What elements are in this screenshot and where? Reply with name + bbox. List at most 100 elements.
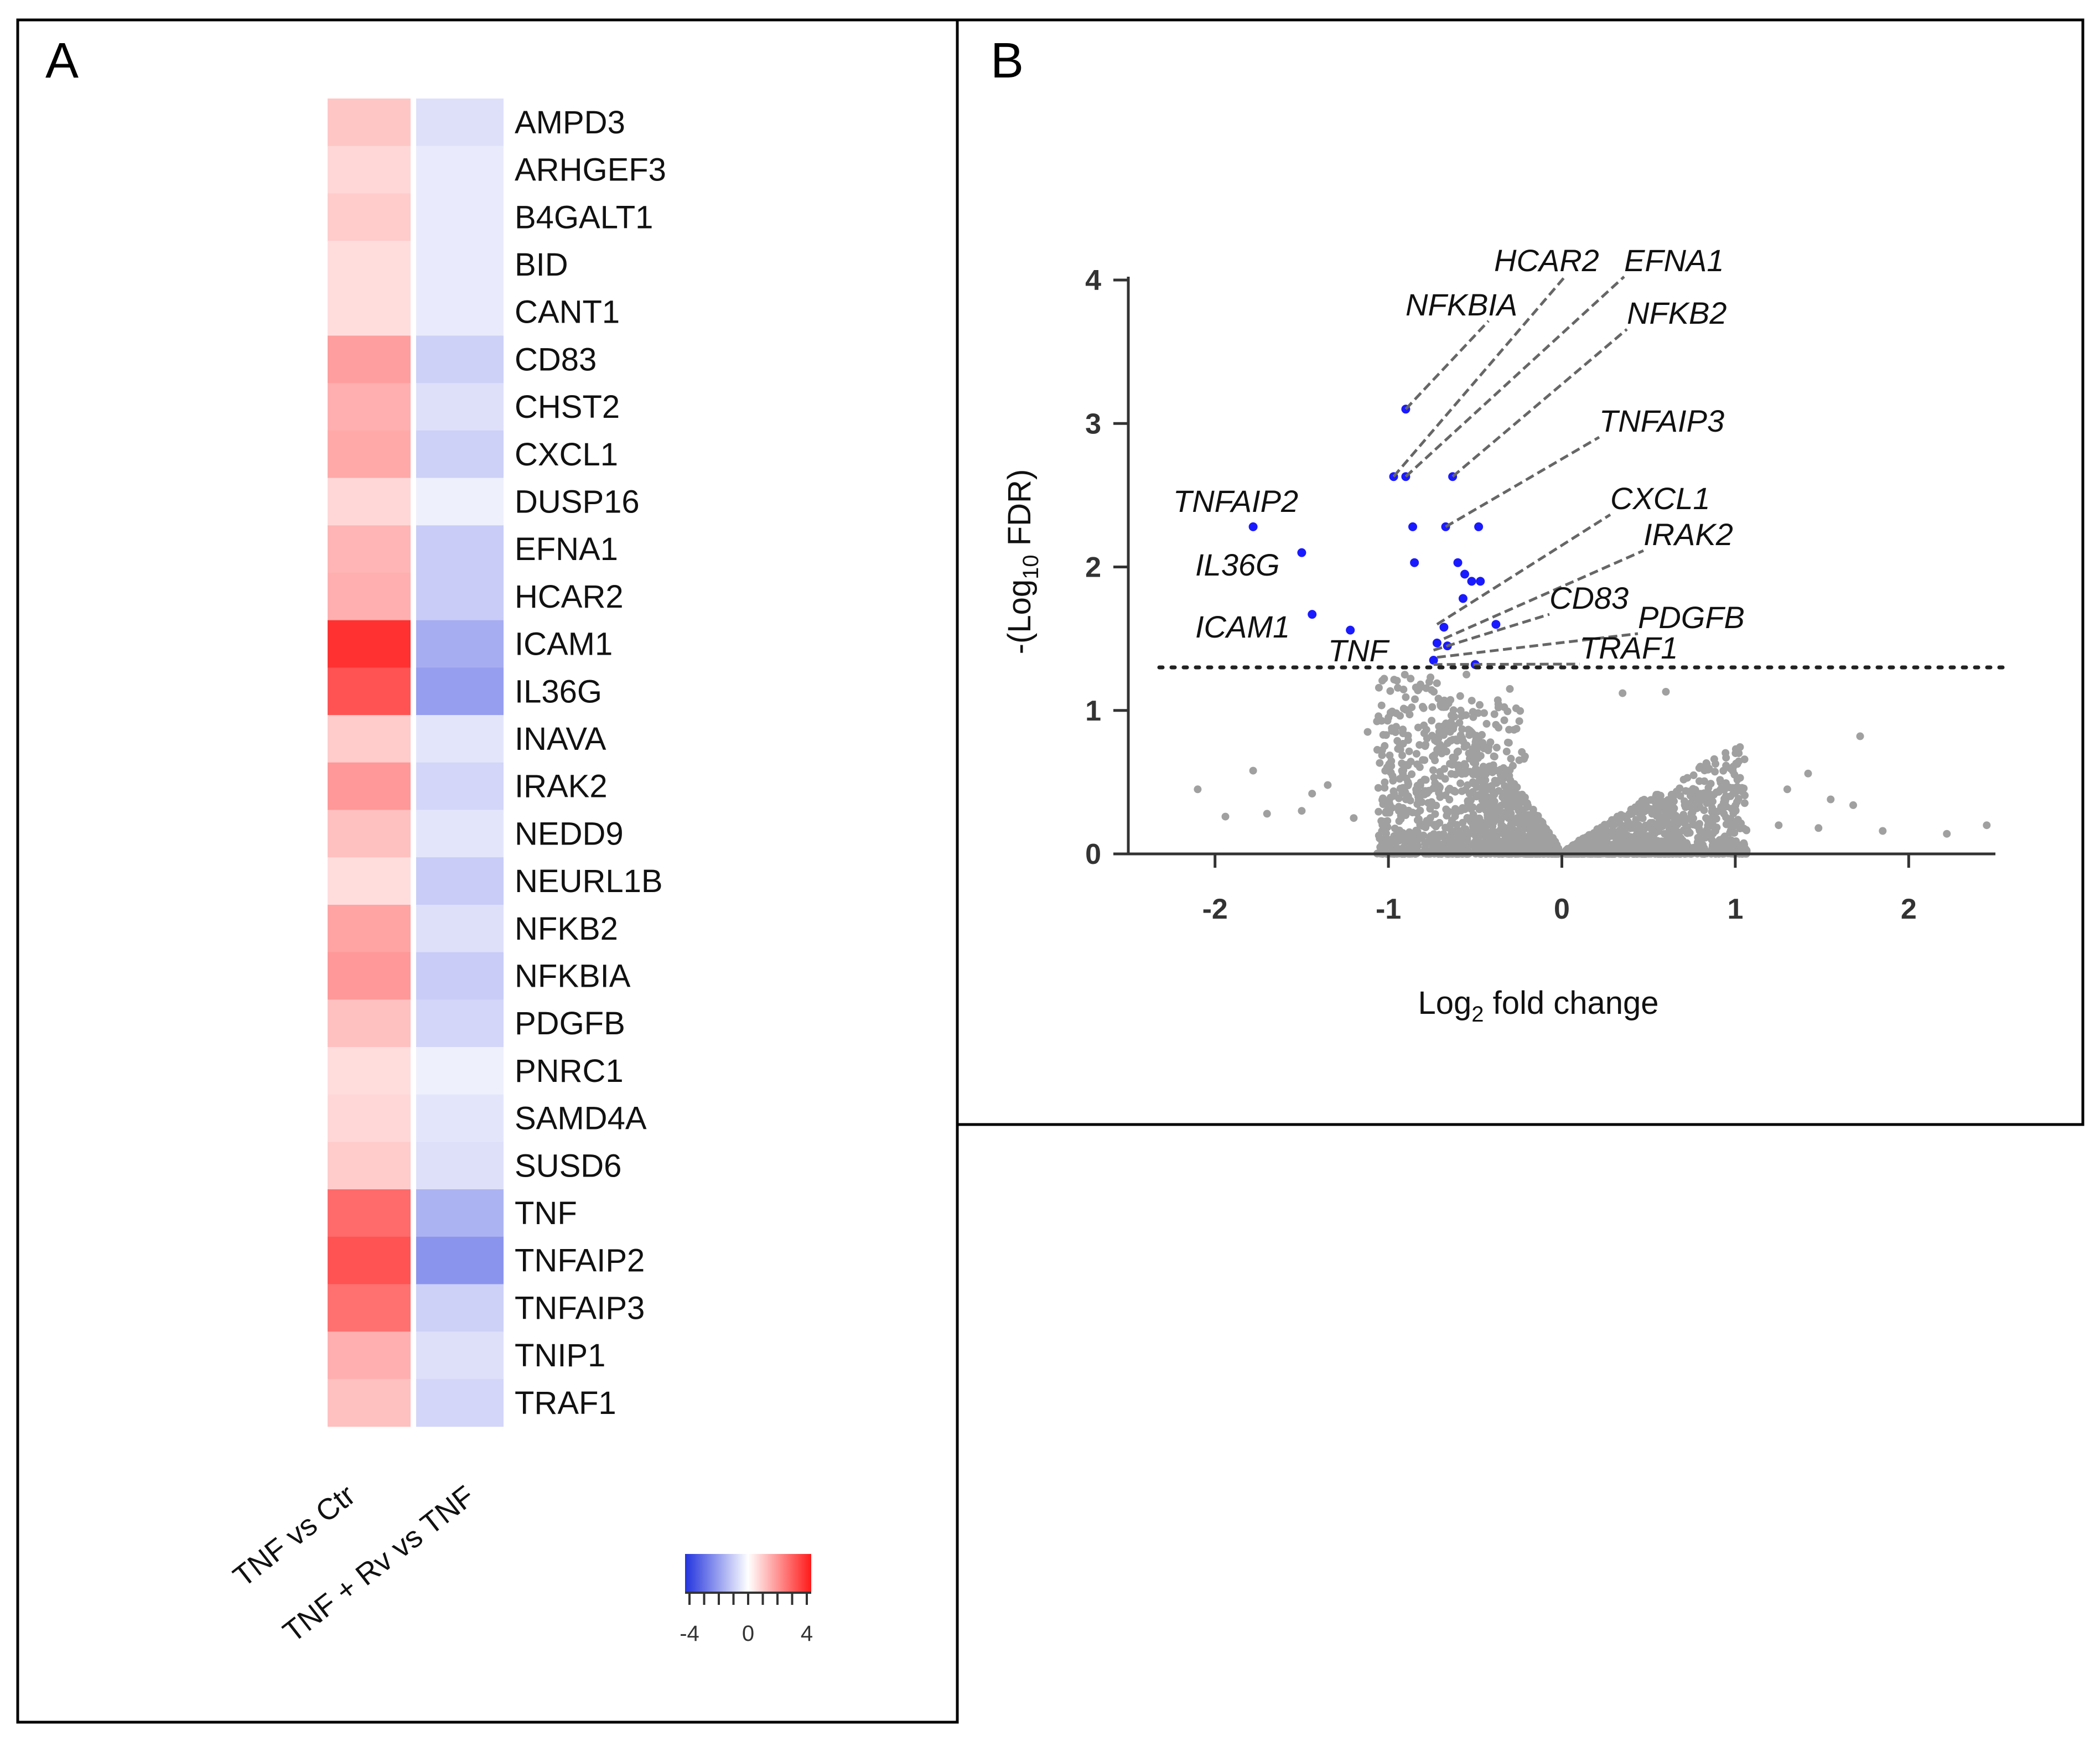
background-point [1686,815,1694,823]
heatmap-cell-tnfaip2-col1 [328,1236,411,1285]
gene-label-nfkbia: NFKBIA [515,958,631,994]
background-point [1461,761,1469,770]
background-point [1720,841,1728,849]
background-point [1394,683,1402,692]
background-point [1814,824,1823,832]
background-point [1511,818,1520,827]
background-point [1388,772,1397,780]
background-point [1379,794,1387,802]
background-point [1412,750,1420,758]
heatmap-cell-tnf-col2 [416,1189,504,1237]
gene-label-dusp16: DUSP16 [515,484,640,520]
background-point [1722,779,1730,787]
background-point [1620,833,1628,841]
background-point [1419,756,1427,764]
gene-label-susd6: SUSD6 [515,1148,621,1184]
background-point [1511,788,1518,796]
background-point [1448,816,1456,825]
background-point [1437,701,1445,709]
colorbar-tick-label-mid: 0 [742,1621,754,1646]
significant-point [1408,522,1417,531]
gene-label-hcar2: HCAR2 [515,579,624,615]
heatmap-cell-ampd3-col1 [328,99,411,147]
background-point [1700,806,1708,815]
background-point [1720,832,1729,841]
background-point [1393,845,1402,853]
heatmap-cell-neurl1b-col2 [416,857,504,905]
leader-line-nfkbia [1404,320,1490,411]
background-point [1486,784,1494,792]
y-tick-label: 0 [1085,838,1101,870]
background-point [1510,780,1518,788]
significant-point [1460,569,1469,579]
background-point [1507,754,1515,763]
background-point [1700,777,1708,785]
heatmap-cell-cant1-col1 [328,288,411,336]
gene-label-tnip1: TNIP1 [515,1338,605,1374]
background-point [1413,809,1421,817]
background-point [1375,807,1383,816]
background-point [1442,833,1450,842]
background-point [1689,788,1698,796]
background-point [1693,838,1702,846]
background-point [1523,799,1531,807]
background-point [1444,786,1453,794]
background-point [1408,770,1416,778]
background-point [1733,798,1741,806]
gene-label-tnf: TNF [515,1195,577,1231]
background-point [1711,768,1719,776]
background-point [1422,740,1430,749]
background-point [1429,784,1438,792]
gene-label-cd83: CD83 [515,341,597,377]
background-point [1741,791,1749,800]
background-point [1468,697,1476,705]
background-point [1490,752,1498,760]
background-point [1736,774,1744,782]
x-axis-label-rest: fold change [1484,985,1659,1021]
background-point [1710,791,1718,799]
background-point [1385,713,1393,722]
background-point [1489,832,1497,840]
background-point [1456,706,1465,714]
background-point [1471,759,1480,768]
background-point [1500,703,1508,711]
background-point [1512,836,1520,844]
background-point [1539,830,1548,838]
background-point [1679,775,1688,784]
background-point [1695,827,1704,835]
heatmap-cell-irak2-col2 [416,762,504,811]
background-point [1463,670,1471,678]
background-point [1722,802,1730,811]
significant-point [1491,620,1501,629]
background-point [1849,801,1857,809]
background-point [1462,711,1470,719]
background-point [1644,832,1652,840]
background-point [1453,748,1461,756]
heatmap-cell-tnfaip2-col2 [416,1236,504,1285]
background-point [1402,761,1410,769]
background-point [1645,838,1653,846]
background-point [1736,743,1744,751]
leader-line-tnfaip3 [1445,436,1600,528]
background-point [1480,844,1488,852]
heatmap-cell-pdgfb-col1 [328,999,411,1048]
gene-label-cant1: CANT1 [515,294,620,330]
background-point [1482,719,1491,728]
background-point [1427,673,1435,681]
background-point [1524,843,1532,851]
background-point [1484,813,1492,822]
panel-b-letter: B [991,33,1024,89]
background-point [1501,782,1509,790]
heatmap-cell-pdgfb-col2 [416,999,504,1048]
background-point [1464,797,1472,805]
panel-b-frame [956,18,2085,1126]
point-label-icam1: ICAM1 [1195,609,1290,644]
gene-label-irak2: IRAK2 [515,769,608,805]
background-point [1399,729,1407,738]
background-point [1712,815,1720,823]
background-point [1378,844,1386,852]
heatmap-cell-susd6-col1 [328,1142,411,1190]
background-point [1532,817,1540,825]
background-point [1494,696,1502,704]
background-point [1708,836,1716,844]
